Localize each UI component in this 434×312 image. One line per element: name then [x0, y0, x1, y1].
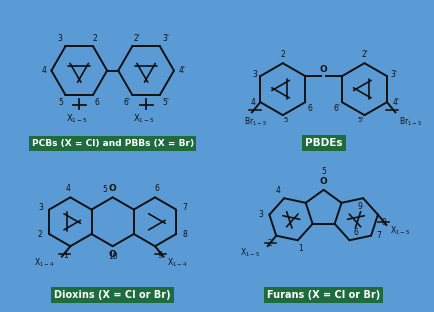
Text: 4: 4: [41, 66, 46, 75]
Text: Br$_{1-5}$: Br$_{1-5}$: [243, 115, 266, 128]
Text: 3: 3: [252, 70, 256, 79]
Text: X$_{1-5}$: X$_{1-5}$: [240, 246, 260, 259]
Text: O: O: [108, 250, 116, 259]
Text: Dioxins (X = Cl or Br): Dioxins (X = Cl or Br): [54, 290, 171, 300]
Text: 3: 3: [39, 203, 43, 212]
Text: 3: 3: [57, 34, 62, 43]
Text: 5': 5': [356, 117, 363, 123]
Text: 10: 10: [108, 252, 117, 261]
Text: X$_{1-5}$: X$_{1-5}$: [389, 225, 409, 237]
Text: 6: 6: [94, 98, 99, 107]
Text: 7: 7: [376, 231, 381, 240]
Text: 2: 2: [38, 230, 43, 238]
Text: 2: 2: [267, 239, 272, 248]
Text: 2: 2: [92, 34, 97, 43]
Text: PBDEs: PBDEs: [304, 138, 342, 148]
Text: 4': 4': [391, 98, 398, 107]
Text: 3': 3': [161, 34, 168, 43]
Text: 1: 1: [63, 251, 68, 260]
Text: 5: 5: [102, 185, 107, 194]
Text: Br$_{1-5}$: Br$_{1-5}$: [398, 115, 421, 128]
Text: 6': 6': [124, 98, 131, 107]
Text: 2': 2': [133, 34, 140, 43]
Text: 9: 9: [357, 202, 362, 211]
Text: PCBs (X = Cl) and PBBs (X = Br): PCBs (X = Cl) and PBBs (X = Br): [32, 139, 193, 148]
Text: 6': 6': [332, 104, 339, 113]
Text: 5': 5': [161, 98, 168, 107]
Text: 4: 4: [250, 98, 254, 107]
Text: 4: 4: [66, 184, 70, 193]
Text: 5: 5: [58, 98, 63, 107]
Text: O: O: [319, 65, 327, 74]
Text: 6: 6: [306, 104, 312, 113]
Text: 7: 7: [181, 203, 186, 212]
Text: 3: 3: [258, 210, 263, 219]
Text: 2: 2: [280, 50, 285, 59]
Text: 8: 8: [182, 230, 187, 238]
Text: O: O: [108, 184, 116, 193]
Text: X$_{1-5}$: X$_{1-5}$: [66, 112, 88, 125]
Text: 6: 6: [352, 228, 357, 237]
Text: 5: 5: [283, 117, 287, 123]
Text: 3': 3': [389, 70, 396, 79]
Text: X$_{1-4}$: X$_{1-4}$: [167, 256, 187, 269]
Text: 6: 6: [155, 184, 159, 193]
Text: X$_{1-4}$: X$_{1-4}$: [34, 256, 54, 269]
Text: 8: 8: [381, 218, 385, 227]
Text: Furans (X = Cl or Br): Furans (X = Cl or Br): [266, 290, 379, 300]
Text: O: O: [319, 177, 327, 186]
Text: 4': 4': [179, 66, 186, 75]
Text: 9: 9: [157, 251, 161, 260]
Text: 5: 5: [320, 167, 326, 176]
Text: X$_{1-5}$: X$_{1-5}$: [133, 112, 155, 125]
Text: 1: 1: [298, 244, 302, 253]
Text: 2': 2': [360, 50, 367, 59]
Text: 4: 4: [275, 186, 280, 195]
